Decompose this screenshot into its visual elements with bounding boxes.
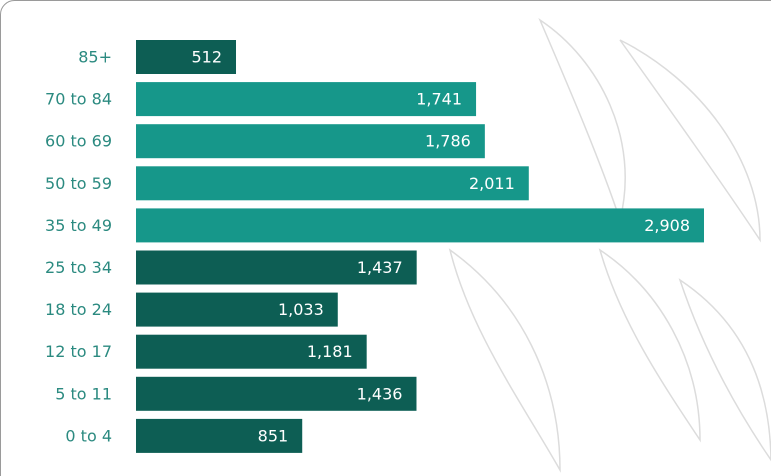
value-label: 1,741 [416,90,462,109]
category-label: 0 to 4 [65,426,112,445]
category-label: 35 to 49 [45,216,112,235]
value-label: 2,908 [644,216,690,235]
value-label: 1,437 [357,258,403,277]
bar [136,124,485,159]
category-label: 18 to 24 [45,300,112,319]
value-label: 1,033 [278,300,324,319]
value-label: 2,011 [469,174,515,193]
category-label: 12 to 17 [45,342,112,361]
leaf-decoration [448,17,771,473]
bar [136,40,237,74]
value-label: 1,436 [357,384,403,403]
bar [136,166,529,201]
bar [136,418,303,453]
value-label: 1,786 [425,132,471,151]
value-label: 851 [258,426,289,445]
category-label: 85+ [78,48,112,67]
category-label: 5 to 11 [55,384,112,403]
bar [136,376,417,411]
category-label: 70 to 84 [45,90,112,109]
bar [136,82,477,117]
bar [136,250,417,285]
category-label: 50 to 59 [45,174,112,193]
value-label: 1,181 [307,342,353,361]
bar [136,334,367,369]
category-label: 60 to 69 [45,132,112,151]
bar [136,292,338,327]
bar [136,208,704,243]
category-label: 25 to 34 [45,258,112,277]
value-label: 512 [191,48,222,67]
